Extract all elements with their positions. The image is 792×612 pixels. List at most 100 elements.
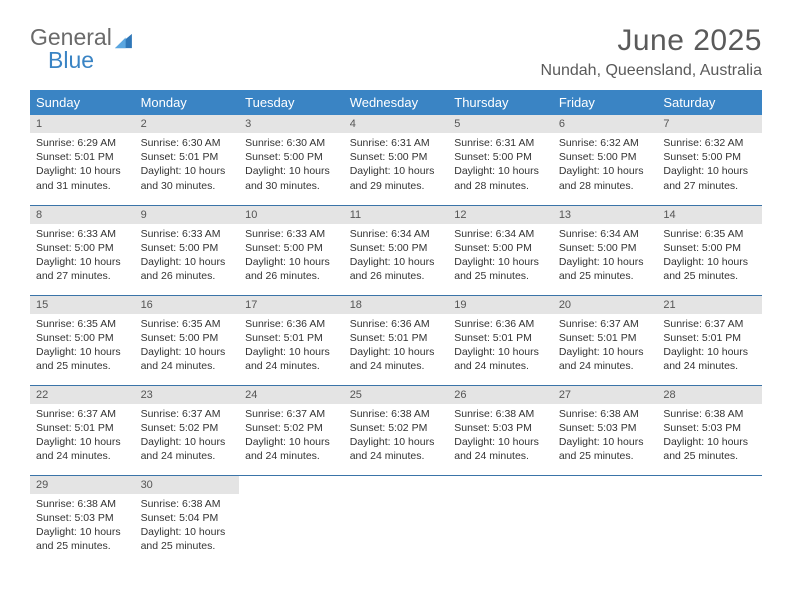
day-number: 12 — [448, 206, 553, 224]
daylight-line1: Daylight: 10 hours — [245, 435, 338, 449]
calendar-cell: 11Sunrise: 6:34 AMSunset: 5:00 PMDayligh… — [344, 205, 449, 295]
day-number: 22 — [30, 386, 135, 404]
day-number: 18 — [344, 296, 449, 314]
sunset-line: Sunset: 5:04 PM — [141, 511, 234, 525]
daylight-line2: and 25 minutes. — [454, 269, 547, 283]
day-number: 16 — [135, 296, 240, 314]
daylight-line2: and 26 minutes. — [141, 269, 234, 283]
day-details: Sunrise: 6:36 AMSunset: 5:01 PMDaylight:… — [239, 314, 344, 377]
sunset-line: Sunset: 5:00 PM — [141, 241, 234, 255]
calendar-cell: 19Sunrise: 6:36 AMSunset: 5:01 PMDayligh… — [448, 295, 553, 385]
sunrise-line: Sunrise: 6:37 AM — [141, 407, 234, 421]
day-details: Sunrise: 6:37 AMSunset: 5:01 PMDaylight:… — [30, 404, 135, 467]
weekday-sat: Saturday — [657, 90, 762, 115]
calendar-cell: 22Sunrise: 6:37 AMSunset: 5:01 PMDayligh… — [30, 385, 135, 475]
day-number: 23 — [135, 386, 240, 404]
daylight-line1: Daylight: 10 hours — [559, 435, 652, 449]
sunrise-line: Sunrise: 6:38 AM — [36, 497, 129, 511]
daylight-line1: Daylight: 10 hours — [141, 435, 234, 449]
weekday-tue: Tuesday — [239, 90, 344, 115]
sunrise-line: Sunrise: 6:38 AM — [350, 407, 443, 421]
calendar-cell-empty — [239, 475, 344, 565]
daylight-line1: Daylight: 10 hours — [663, 345, 756, 359]
daylight-line2: and 24 minutes. — [141, 359, 234, 373]
daylight-line2: and 27 minutes. — [36, 269, 129, 283]
day-number: 11 — [344, 206, 449, 224]
daylight-line1: Daylight: 10 hours — [141, 255, 234, 269]
daylight-line1: Daylight: 10 hours — [663, 255, 756, 269]
daylight-line1: Daylight: 10 hours — [350, 255, 443, 269]
calendar-row: 22Sunrise: 6:37 AMSunset: 5:01 PMDayligh… — [30, 385, 762, 475]
daylight-line2: and 29 minutes. — [350, 179, 443, 193]
day-details: Sunrise: 6:33 AMSunset: 5:00 PMDaylight:… — [135, 224, 240, 287]
calendar-row: 8Sunrise: 6:33 AMSunset: 5:00 PMDaylight… — [30, 205, 762, 295]
sunset-line: Sunset: 5:01 PM — [663, 331, 756, 345]
daylight-line2: and 30 minutes. — [141, 179, 234, 193]
calendar-table: Sunday Monday Tuesday Wednesday Thursday… — [30, 90, 762, 565]
daylight-line1: Daylight: 10 hours — [663, 164, 756, 178]
calendar-cell: 14Sunrise: 6:35 AMSunset: 5:00 PMDayligh… — [657, 205, 762, 295]
calendar-cell: 23Sunrise: 6:37 AMSunset: 5:02 PMDayligh… — [135, 385, 240, 475]
sunrise-line: Sunrise: 6:30 AM — [141, 136, 234, 150]
day-details: Sunrise: 6:31 AMSunset: 5:00 PMDaylight:… — [448, 133, 553, 196]
day-details: Sunrise: 6:37 AMSunset: 5:01 PMDaylight:… — [553, 314, 658, 377]
daylight-line2: and 25 minutes. — [559, 269, 652, 283]
calendar-cell: 7Sunrise: 6:32 AMSunset: 5:00 PMDaylight… — [657, 115, 762, 205]
calendar-cell-empty — [448, 475, 553, 565]
sunrise-line: Sunrise: 6:32 AM — [663, 136, 756, 150]
daylight-line1: Daylight: 10 hours — [245, 164, 338, 178]
sunrise-line: Sunrise: 6:32 AM — [559, 136, 652, 150]
calendar-row: 29Sunrise: 6:38 AMSunset: 5:03 PMDayligh… — [30, 475, 762, 565]
daylight-line2: and 24 minutes. — [663, 359, 756, 373]
calendar-cell: 26Sunrise: 6:38 AMSunset: 5:03 PMDayligh… — [448, 385, 553, 475]
sunrise-line: Sunrise: 6:33 AM — [141, 227, 234, 241]
sunrise-line: Sunrise: 6:31 AM — [454, 136, 547, 150]
daylight-line1: Daylight: 10 hours — [141, 164, 234, 178]
day-details: Sunrise: 6:36 AMSunset: 5:01 PMDaylight:… — [448, 314, 553, 377]
calendar-cell: 21Sunrise: 6:37 AMSunset: 5:01 PMDayligh… — [657, 295, 762, 385]
sunset-line: Sunset: 5:01 PM — [245, 331, 338, 345]
sunset-line: Sunset: 5:00 PM — [350, 241, 443, 255]
day-number: 6 — [553, 115, 658, 133]
calendar-cell: 4Sunrise: 6:31 AMSunset: 5:00 PMDaylight… — [344, 115, 449, 205]
daylight-line2: and 26 minutes. — [350, 269, 443, 283]
sunrise-line: Sunrise: 6:37 AM — [663, 317, 756, 331]
sunrise-line: Sunrise: 6:35 AM — [141, 317, 234, 331]
day-details: Sunrise: 6:35 AMSunset: 5:00 PMDaylight:… — [135, 314, 240, 377]
sunset-line: Sunset: 5:03 PM — [663, 421, 756, 435]
calendar-cell: 25Sunrise: 6:38 AMSunset: 5:02 PMDayligh… — [344, 385, 449, 475]
sunrise-line: Sunrise: 6:36 AM — [454, 317, 547, 331]
sunset-line: Sunset: 5:03 PM — [36, 511, 129, 525]
daylight-line1: Daylight: 10 hours — [141, 525, 234, 539]
daylight-line2: and 25 minutes. — [141, 539, 234, 553]
sunset-line: Sunset: 5:00 PM — [245, 241, 338, 255]
calendar-cell: 13Sunrise: 6:34 AMSunset: 5:00 PMDayligh… — [553, 205, 658, 295]
sunrise-line: Sunrise: 6:37 AM — [559, 317, 652, 331]
daylight-line1: Daylight: 10 hours — [141, 345, 234, 359]
day-number: 24 — [239, 386, 344, 404]
day-number: 4 — [344, 115, 449, 133]
daylight-line1: Daylight: 10 hours — [454, 435, 547, 449]
sunrise-line: Sunrise: 6:38 AM — [141, 497, 234, 511]
calendar-cell: 18Sunrise: 6:36 AMSunset: 5:01 PMDayligh… — [344, 295, 449, 385]
day-number: 2 — [135, 115, 240, 133]
sunset-line: Sunset: 5:01 PM — [36, 421, 129, 435]
calendar-cell: 15Sunrise: 6:35 AMSunset: 5:00 PMDayligh… — [30, 295, 135, 385]
calendar-cell: 10Sunrise: 6:33 AMSunset: 5:00 PMDayligh… — [239, 205, 344, 295]
calendar-cell: 29Sunrise: 6:38 AMSunset: 5:03 PMDayligh… — [30, 475, 135, 565]
daylight-line2: and 24 minutes. — [245, 359, 338, 373]
calendar-row: 15Sunrise: 6:35 AMSunset: 5:00 PMDayligh… — [30, 295, 762, 385]
calendar-cell: 1Sunrise: 6:29 AMSunset: 5:01 PMDaylight… — [30, 115, 135, 205]
day-number: 3 — [239, 115, 344, 133]
sunrise-line: Sunrise: 6:34 AM — [454, 227, 547, 241]
day-details: Sunrise: 6:38 AMSunset: 5:03 PMDaylight:… — [30, 494, 135, 557]
daylight-line1: Daylight: 10 hours — [454, 255, 547, 269]
day-details: Sunrise: 6:32 AMSunset: 5:00 PMDaylight:… — [553, 133, 658, 196]
calendar-cell: 12Sunrise: 6:34 AMSunset: 5:00 PMDayligh… — [448, 205, 553, 295]
sunset-line: Sunset: 5:01 PM — [36, 150, 129, 164]
daylight-line1: Daylight: 10 hours — [36, 525, 129, 539]
sunrise-line: Sunrise: 6:33 AM — [245, 227, 338, 241]
sunrise-line: Sunrise: 6:34 AM — [559, 227, 652, 241]
page-header: GeneralBlue June 2025 Nundah, Queensland… — [30, 24, 762, 80]
calendar-cell: 6Sunrise: 6:32 AMSunset: 5:00 PMDaylight… — [553, 115, 658, 205]
